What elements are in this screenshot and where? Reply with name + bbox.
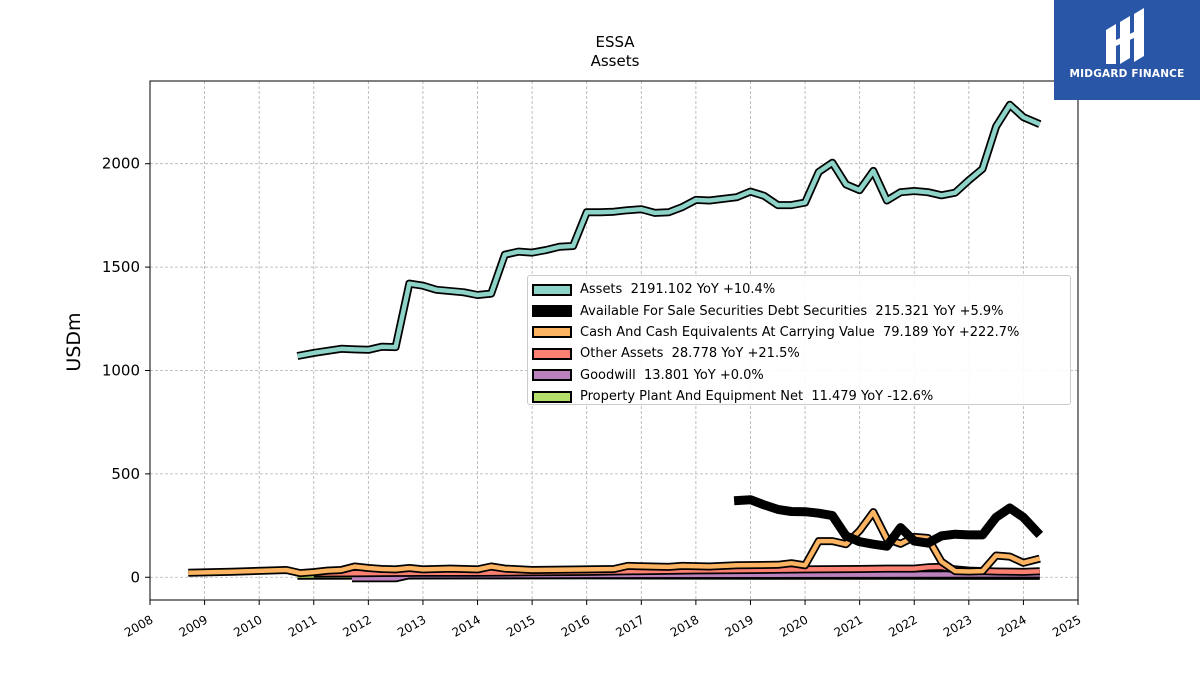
y-axis-ticks: 0 500 1000 1500 2000	[102, 155, 150, 586]
x-tick-label: 2023	[941, 612, 974, 639]
x-tick-label: 2022	[886, 612, 919, 639]
legend-swatch	[532, 390, 572, 403]
x-tick-label: 2012	[340, 612, 373, 639]
series-line-available-for-sale-securities-debt-securities	[733, 495, 1044, 551]
x-tick-label: 2008	[122, 612, 155, 639]
legend-yoy: YoY +0.0%	[693, 367, 764, 383]
x-tick-label: 2017	[613, 612, 646, 639]
y-tick-label: 0	[130, 568, 140, 586]
legend-yoy: YoY +222.7%	[932, 324, 1020, 340]
logo-text: MIDGARD FINANCE	[1069, 68, 1185, 80]
x-tick-label: 2011	[286, 612, 319, 639]
legend-swatch	[532, 347, 572, 360]
logo-mark-icon	[1106, 8, 1144, 64]
x-tick-label: 2021	[832, 612, 865, 639]
brand-logo: MIDGARD FINANCE	[1054, 0, 1200, 100]
legend-value: 2191.102	[630, 282, 693, 298]
x-tick-label: 2016	[559, 612, 592, 639]
series-line-assets	[296, 102, 1041, 359]
legend-yoy: YoY +21.5%	[721, 346, 800, 362]
x-tick-label: 2024	[995, 612, 1028, 639]
legend-swatch	[532, 326, 572, 339]
legend: Assets 2191.102 YoY +10.4% Available For …	[527, 275, 1071, 405]
chart-title: ESSA	[595, 33, 635, 51]
x-tick-label: 2013	[395, 612, 428, 639]
y-tick-label: 500	[111, 465, 140, 483]
x-tick-label: 2014	[450, 612, 483, 639]
legend-label: Property Plant And Equipment Net	[580, 389, 804, 405]
y-axis-label: USDm	[63, 312, 85, 371]
legend-value: 11.479	[811, 389, 857, 405]
legend-label: Assets	[580, 282, 623, 298]
series-layer	[188, 100, 1044, 583]
y-tick-label: 1500	[102, 258, 140, 276]
legend-swatch	[532, 283, 572, 296]
legend-item: Property Plant And Equipment Net 11.479 …	[528, 386, 1070, 407]
legend-item: Goodwill 13.801 YoY +0.0%	[528, 365, 1070, 386]
plot-frame	[149, 80, 1079, 601]
legend-swatch	[532, 305, 572, 318]
x-tick-label: 2009	[177, 612, 210, 639]
legend-value: 28.778	[671, 346, 718, 362]
x-tick-label: 2015	[504, 612, 537, 639]
legend-item: Cash And Cash Equivalents At Carrying Va…	[528, 322, 1070, 343]
legend-label: Cash And Cash Equivalents At Carrying Va…	[580, 324, 875, 340]
legend-value: 215.321	[875, 303, 930, 319]
legend-yoy: YoY +5.9%	[933, 303, 1004, 319]
legend-label: Goodwill	[580, 367, 636, 383]
legend-item: Other Assets 28.778 YoY +21.5%	[528, 343, 1070, 364]
legend-yoy: YoY -12.6%	[860, 389, 934, 405]
legend-label: Available For Sale Securities Debt Secur…	[580, 303, 868, 319]
y-tick-label: 1000	[102, 361, 140, 379]
x-tick-label: 2010	[231, 612, 264, 639]
legend-item: Assets 2191.102 YoY +10.4%	[528, 279, 1070, 300]
series-line-cash-and-cash-equivalents-at-carrying-value	[188, 509, 1041, 576]
x-axis-ticks: 2008 2009 2010 2011 2012 2013 2014 2015 2016 2017…	[122, 600, 1084, 640]
x-tick-label: 2018	[668, 612, 701, 639]
legend-swatch	[532, 369, 572, 382]
legend-label: Other Assets	[580, 346, 664, 362]
grid-lines	[150, 81, 1078, 600]
legend-item: Available For Sale Securities Debt Secur…	[528, 300, 1070, 321]
legend-value: 79.189	[883, 324, 929, 340]
legend-yoy: YoY +10.4%	[696, 282, 776, 298]
x-tick-label: 2020	[777, 612, 810, 639]
y-tick-label: 2000	[102, 155, 140, 173]
x-tick-label: 2025	[1050, 612, 1083, 639]
chart-subtitle: Assets	[590, 52, 640, 70]
legend-value: 13.801	[643, 367, 690, 383]
x-tick-label: 2019	[723, 612, 756, 639]
